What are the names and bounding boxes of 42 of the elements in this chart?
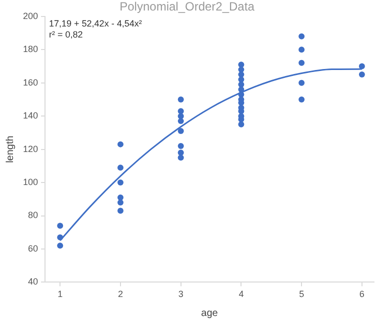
point xyxy=(117,180,124,186)
point xyxy=(117,194,124,200)
y-tick-label: 160 xyxy=(22,77,38,88)
chart-title: Polynomial_Order2_Data xyxy=(120,0,255,14)
point xyxy=(117,141,124,148)
x-tick-label: 1 xyxy=(58,289,63,300)
point xyxy=(178,118,184,124)
point xyxy=(57,222,64,229)
point xyxy=(178,128,184,134)
y-tick-label: 60 xyxy=(28,243,38,254)
point xyxy=(358,72,365,78)
annotation: r² = 0,82 xyxy=(49,29,83,40)
x-tick-label: 6 xyxy=(359,289,364,300)
point xyxy=(358,63,365,70)
point xyxy=(117,164,124,171)
point xyxy=(298,80,305,86)
point xyxy=(298,96,305,102)
point xyxy=(117,208,124,214)
x-tick-label: 5 xyxy=(299,289,304,300)
y-tick-label: 40 xyxy=(28,276,38,287)
point xyxy=(298,46,305,53)
y-tick-label: 100 xyxy=(22,177,38,188)
point xyxy=(178,96,184,102)
annotation: 17,19 + 52,42x - 4,54x² xyxy=(49,18,142,28)
y-tick-label: 200 xyxy=(22,10,38,21)
x-tick-label: 3 xyxy=(178,289,184,300)
point xyxy=(298,60,305,66)
x-tick-label: 4 xyxy=(238,289,244,300)
point xyxy=(178,150,184,156)
y-tick-label: 180 xyxy=(22,44,38,54)
point xyxy=(57,242,64,249)
point xyxy=(298,33,305,40)
x-axis-title: age xyxy=(201,308,218,319)
y-tick-label: 80 xyxy=(28,210,38,220)
point xyxy=(57,234,64,240)
y-tick-label: 140 xyxy=(22,110,38,121)
y-axis-title: length xyxy=(4,136,16,163)
x-tick-label: 2 xyxy=(118,289,123,300)
y-tick-label: 120 xyxy=(22,144,38,154)
point xyxy=(178,142,184,149)
point xyxy=(238,121,244,128)
point xyxy=(178,154,184,161)
